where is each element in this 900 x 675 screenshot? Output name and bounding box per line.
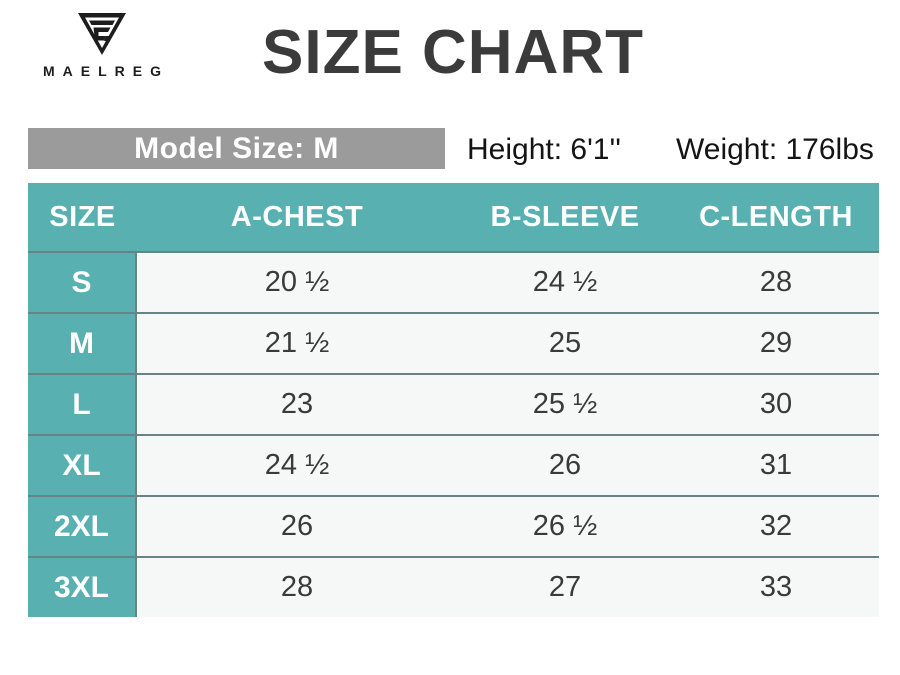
sleeve-value: 24 ½ <box>457 253 673 312</box>
sleeve-value: 26 ½ <box>457 497 673 556</box>
length-value: 33 <box>673 558 879 617</box>
triangle-monogram-icon <box>78 13 126 55</box>
header-chest: A-CHEST <box>137 183 457 251</box>
model-height-text: Height: 6'1'' <box>467 133 621 166</box>
sleeve-value: 27 <box>457 558 673 617</box>
table-row-s: S 20 ½ 24 ½ 28 <box>28 253 879 314</box>
chest-value: 23 <box>137 375 457 434</box>
sleeve-value: 25 <box>457 314 673 373</box>
size-label: XL <box>28 436 137 495</box>
length-value: 31 <box>673 436 879 495</box>
chest-value: 21 ½ <box>137 314 457 373</box>
size-label: 2XL <box>28 497 137 556</box>
sleeve-value: 26 <box>457 436 673 495</box>
chest-value: 24 ½ <box>137 436 457 495</box>
table-row-l: L 23 25 ½ 30 <box>28 375 879 436</box>
size-label: L <box>28 375 137 434</box>
chest-value: 20 ½ <box>137 253 457 312</box>
brand-logo: MAELREG <box>32 12 172 79</box>
model-size-badge: Model Size: M <box>28 128 445 169</box>
page-title: SIZE CHART <box>262 18 644 87</box>
size-label: M <box>28 314 137 373</box>
length-value: 29 <box>673 314 879 373</box>
brand-name: MAELREG <box>43 63 169 79</box>
size-table: SIZE A-CHEST B-SLEEVE C-LENGTH S 20 ½ 24… <box>28 183 879 617</box>
chest-value: 28 <box>137 558 457 617</box>
chest-value: 26 <box>137 497 457 556</box>
table-row-3xl: 3XL 28 27 33 <box>28 558 879 617</box>
table-row-m: M 21 ½ 25 29 <box>28 314 879 375</box>
size-label: 3XL <box>28 558 137 617</box>
length-value: 28 <box>673 253 879 312</box>
size-label: S <box>28 253 137 312</box>
model-weight-text: Weight: 176lbs <box>676 133 874 166</box>
header-length: C-LENGTH <box>673 183 879 251</box>
sleeve-value: 25 ½ <box>457 375 673 434</box>
length-value: 32 <box>673 497 879 556</box>
header-size: SIZE <box>28 183 137 251</box>
header-sleeve: B-SLEEVE <box>457 183 673 251</box>
length-value: 30 <box>673 375 879 434</box>
table-header-row: SIZE A-CHEST B-SLEEVE C-LENGTH <box>28 183 879 253</box>
table-row-xl: XL 24 ½ 26 31 <box>28 436 879 497</box>
table-row-2xl: 2XL 26 26 ½ 32 <box>28 497 879 558</box>
